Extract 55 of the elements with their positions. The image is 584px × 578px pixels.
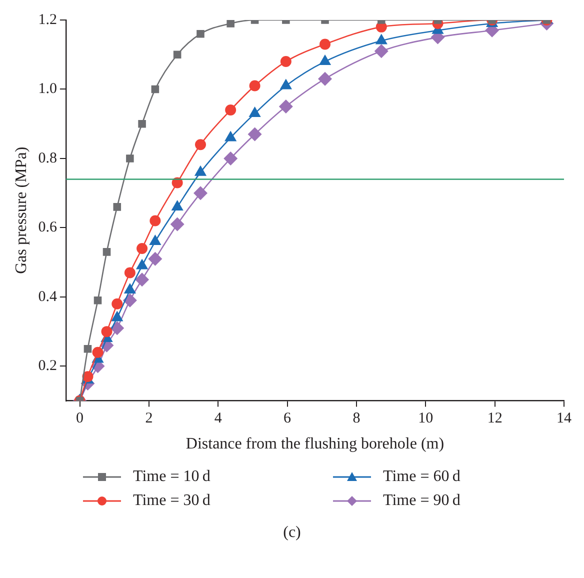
point (148, 252, 162, 266)
point (173, 50, 182, 59)
x-tick-label: 10 (418, 410, 434, 427)
x-tick-label: 4 (214, 410, 222, 427)
point (138, 120, 146, 128)
point (280, 56, 292, 68)
y-tick-label: 0.6 (38, 220, 58, 236)
point (101, 326, 112, 338)
y-tick-label: 1.0 (38, 81, 57, 98)
legend-label: Time = 60 d (383, 468, 460, 485)
point (278, 100, 293, 114)
point (102, 248, 111, 256)
point (248, 127, 262, 142)
x-tick-label: 14 (556, 410, 572, 427)
y-axis-title: Gas pressure (MPa) (12, 146, 30, 274)
text: (c) (282, 524, 302, 542)
point (112, 298, 123, 310)
y-tick-label: 0.8 (38, 150, 57, 166)
legend-label: Time = 90 d (383, 492, 460, 509)
y-tick-label: 1.2 (38, 12, 57, 28)
point (111, 310, 124, 322)
point (170, 217, 184, 232)
legend-label: Time = 10 d (133, 468, 210, 485)
point (318, 72, 332, 86)
point (136, 242, 148, 254)
x-tick-label: 8 (352, 410, 360, 427)
point (374, 44, 388, 58)
point (92, 346, 104, 358)
point (113, 203, 122, 211)
point (225, 104, 236, 116)
point (135, 272, 150, 287)
x-tick-label: 6 (284, 410, 292, 427)
y-tick-label: 0.4 (38, 288, 58, 305)
point (94, 296, 102, 304)
point (249, 80, 260, 92)
point (126, 154, 134, 162)
point (226, 20, 234, 28)
point (150, 215, 161, 226)
x-axis-title: Distance from the flushing borehole (m) (186, 436, 444, 453)
legend-label: Time = 30 d (133, 492, 210, 509)
point (194, 139, 206, 150)
point (151, 85, 160, 94)
point (122, 293, 137, 308)
point (124, 283, 136, 294)
x-tick-label: 0 (76, 410, 84, 427)
x-tick-label: 2 (145, 410, 153, 427)
point (149, 234, 162, 246)
point (84, 344, 92, 353)
point (224, 151, 238, 166)
point (196, 30, 204, 38)
point (124, 267, 136, 278)
y-tick-label: 0.2 (38, 358, 57, 374)
point (320, 38, 331, 50)
point (193, 186, 208, 200)
x-tick-label: 12 (487, 410, 502, 427)
